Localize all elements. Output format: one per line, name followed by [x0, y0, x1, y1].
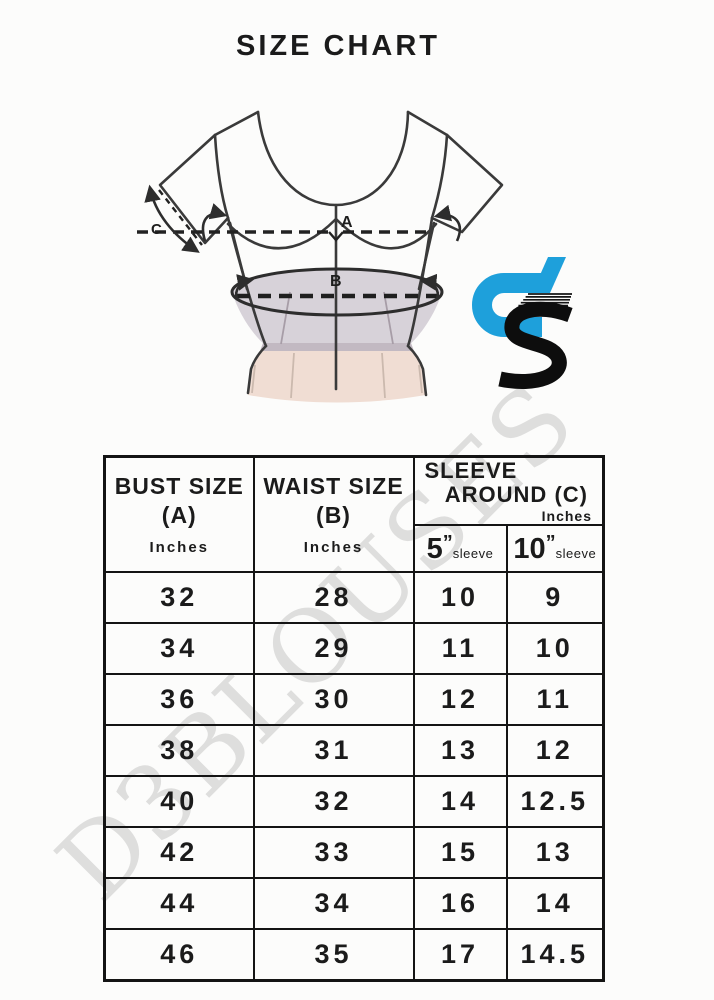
size-cell-waist: 28 — [252, 571, 415, 624]
logo-3-shape — [498, 301, 573, 390]
size-cell-sleeve5: 16 — [412, 877, 508, 930]
size-cell-sleeve5: 11 — [412, 622, 508, 675]
header-bust-letter: (A) — [161, 502, 197, 528]
size-cell-bust: 42 — [103, 826, 255, 879]
size-cell-waist: 34 — [252, 877, 415, 930]
header-sleeve-5: 5”sleeve — [412, 524, 508, 573]
table-row: 38 31 13 12 — [103, 724, 605, 777]
size-table-body: 32 28 10 9 34 29 11 10 36 30 12 11 38 31 13 12 40 32 14 12.… — [103, 571, 605, 982]
right-shoulder — [406, 110, 449, 137]
size-cell-bust: 34 — [103, 622, 255, 675]
size-cell-bust: 44 — [103, 877, 255, 930]
page-title: SIZE CHART — [236, 30, 440, 62]
size-cell-sleeve10: 14.5 — [505, 928, 605, 982]
table-row: 36 30 12 11 — [103, 673, 605, 726]
header-waist-letter: (B) — [316, 502, 351, 528]
size-cell-waist: 29 — [252, 622, 415, 675]
header-waist-unit: Inches — [303, 539, 364, 556]
header-sleeve-around: SLEEVE AROUND (C) Inches — [412, 455, 605, 526]
header-bust-unit: Inches — [149, 539, 210, 556]
brand-logo-svg — [472, 257, 573, 390]
size-cell-sleeve10: 12 — [505, 724, 605, 777]
size-cell-waist: 32 — [252, 775, 415, 828]
table-row: 32 28 10 9 — [103, 571, 605, 624]
size-cell-bust: 36 — [103, 673, 255, 726]
table-row: 40 32 14 12.5 — [103, 775, 605, 828]
skirt-seams — [251, 352, 423, 399]
blouse-diagram-svg: A B C — [137, 110, 504, 403]
left-shoulder — [213, 110, 260, 137]
right-sleeve — [430, 133, 504, 234]
sleeve-5-inch-mark: ” — [442, 531, 453, 554]
brand-logo — [452, 253, 582, 393]
sleeve-measure-line — [144, 184, 203, 253]
table-row: 34 29 11 10 — [103, 622, 605, 675]
size-cell-sleeve5: 10 — [412, 571, 508, 624]
size-table-header: BUST SIZE (A) Inches WAIST SIZE (B) Inch… — [103, 455, 605, 573]
blouse-outline — [158, 110, 504, 397]
size-cell-sleeve10: 9 — [505, 571, 605, 624]
sleeve-10-inch-mark: ” — [545, 531, 556, 554]
header-sleeve-line2: AROUND (C) — [415, 482, 603, 508]
size-cell-bust: 46 — [103, 928, 255, 982]
table-row: 42 33 15 13 — [103, 826, 605, 879]
size-cell-sleeve5: 13 — [412, 724, 508, 777]
bust-measure-line — [137, 203, 462, 242]
blouse-measurement-diagram: A B C — [105, 93, 525, 445]
header-waist-title: WAIST SIZE — [263, 473, 404, 499]
size-cell-sleeve10: 11 — [505, 673, 605, 726]
sleeve-5-number: 5 — [426, 532, 443, 565]
size-cell-sleeve5: 17 — [412, 928, 508, 982]
header-sleeve-letter: (C) — [554, 482, 588, 507]
right-skirt-side — [406, 344, 428, 397]
size-cell-bust: 38 — [103, 724, 255, 777]
table-row: 46 35 17 14.5 — [103, 928, 605, 982]
neckline — [256, 110, 410, 207]
bust-label: A — [341, 214, 353, 231]
header-bust: BUST SIZE (A) Inches — [103, 455, 255, 573]
size-cell-sleeve5: 12 — [412, 673, 508, 726]
header-sleeve-word: AROUND — [444, 482, 548, 507]
left-bust-cup — [226, 217, 338, 250]
right-bust-cup — [334, 217, 438, 250]
size-cell-waist: 31 — [252, 724, 415, 777]
right-armhole — [430, 133, 449, 220]
header-waist: WAIST SIZE (B) Inches — [252, 455, 415, 573]
size-cell-waist: 33 — [252, 826, 415, 879]
sleeve-5-word: sleeve — [452, 545, 494, 561]
size-cell-bust: 40 — [103, 775, 255, 828]
header-bust-title: BUST SIZE — [114, 473, 244, 499]
sleeve-10-word: sleeve — [555, 545, 597, 561]
waist-label: B — [330, 273, 342, 290]
header-sleeve-line1: SLEEVE — [424, 458, 518, 483]
waist-measure-line — [230, 267, 444, 317]
left-skirt-side — [246, 344, 268, 395]
header-sleeve-10: 10”sleeve — [505, 524, 605, 573]
logo-d-bowl — [472, 273, 542, 337]
size-cell-sleeve5: 15 — [412, 826, 508, 879]
header-sleeve-unit: Inches — [541, 508, 592, 524]
bodice-seams — [280, 291, 394, 345]
left-armhole — [213, 133, 230, 220]
size-cell-sleeve10: 14 — [505, 877, 605, 930]
sleeve-10-number: 10 — [513, 532, 546, 565]
table-row: 44 34 16 14 — [103, 877, 605, 930]
size-cell-sleeve10: 10 — [505, 622, 605, 675]
size-table: BUST SIZE (A) Inches WAIST SIZE (B) Inch… — [103, 455, 605, 982]
size-cell-sleeve10: 12.5 — [505, 775, 605, 828]
size-cell-bust: 32 — [103, 571, 255, 624]
size-cell-waist: 30 — [252, 673, 415, 726]
sleeve-label: C — [151, 221, 162, 238]
size-cell-sleeve5: 14 — [412, 775, 508, 828]
size-cell-sleeve10: 13 — [505, 826, 605, 879]
size-cell-waist: 35 — [252, 928, 415, 982]
logo-d-stem — [532, 257, 566, 293]
